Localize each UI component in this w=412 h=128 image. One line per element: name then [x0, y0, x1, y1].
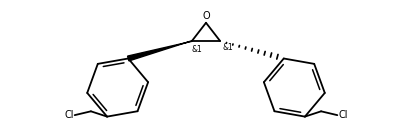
Text: Cl: Cl [64, 110, 73, 120]
Polygon shape [128, 41, 192, 61]
Text: O: O [202, 11, 210, 21]
Text: &1: &1 [222, 42, 233, 51]
Text: Cl: Cl [339, 110, 348, 120]
Text: &1: &1 [192, 45, 202, 54]
